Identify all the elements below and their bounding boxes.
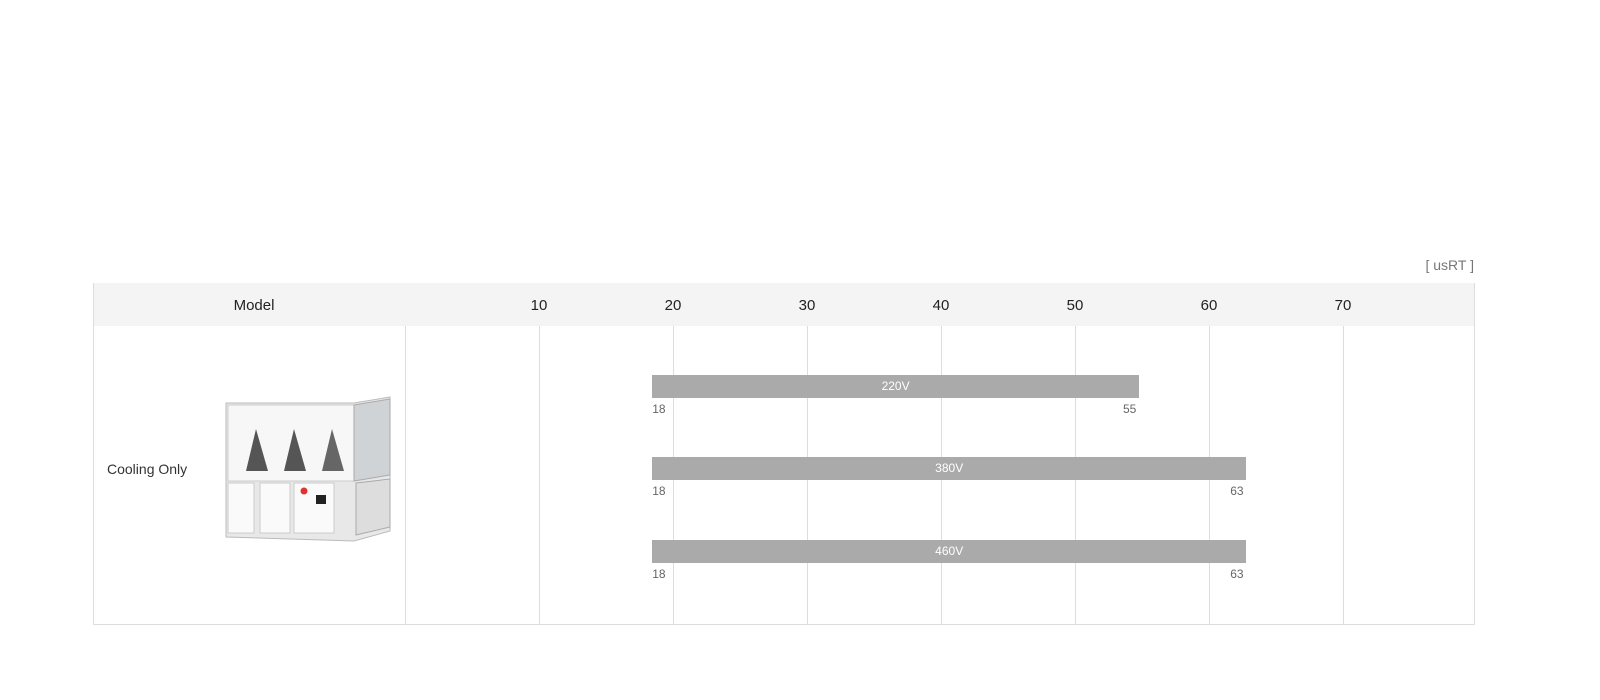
range-max-label: 63 — [1230, 567, 1244, 581]
unit-label: [ usRT ] — [1425, 257, 1474, 273]
range-bar-220v: 220V — [652, 375, 1139, 398]
chiller-product-image — [225, 396, 391, 542]
x-tick-label: 10 — [530, 297, 548, 314]
x-tick-label: 70 — [1334, 297, 1352, 314]
gridline — [1343, 326, 1344, 624]
range-min-label: 18 — [652, 567, 666, 581]
column-divider — [405, 326, 406, 624]
row-label: Cooling Only — [107, 461, 188, 477]
range-bar-460v: 460V — [652, 540, 1247, 563]
range-max-label: 63 — [1230, 484, 1244, 498]
range-bar-380v: 380V — [652, 457, 1247, 480]
capacity-range-table: Model 10 20 30 40 50 60 70 Cooling Only 220V 18… — [93, 283, 1475, 625]
x-tick-label: 30 — [798, 297, 816, 314]
x-tick-label: 20 — [664, 297, 682, 314]
range-min-label: 18 — [652, 402, 666, 416]
gridline — [539, 326, 540, 624]
model-header: Model — [233, 297, 275, 314]
x-tick-label: 50 — [1066, 297, 1084, 314]
range-max-label: 55 — [1123, 402, 1137, 416]
x-tick-label: 60 — [1200, 297, 1218, 314]
range-min-label: 18 — [652, 484, 666, 498]
x-tick-label: 40 — [932, 297, 950, 314]
table-header: Model 10 20 30 40 50 60 70 — [94, 283, 1474, 326]
